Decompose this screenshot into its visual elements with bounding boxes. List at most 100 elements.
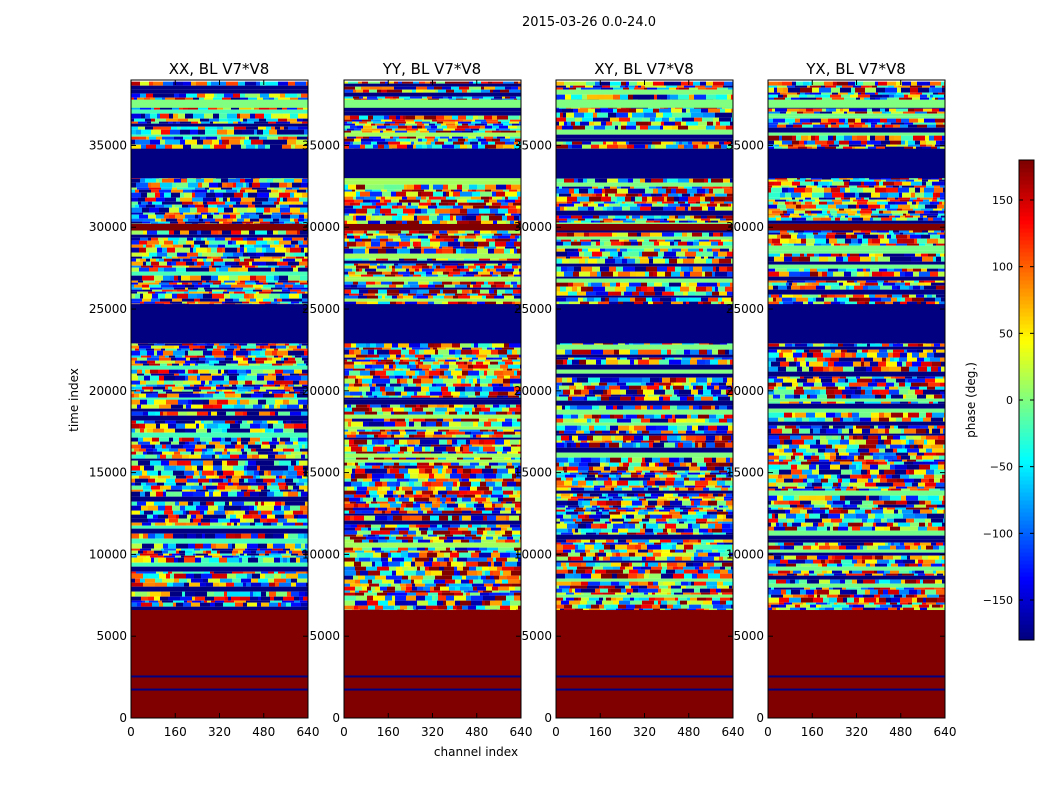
- heatmap-cell: [131, 240, 139, 245]
- heatmap-cell: [473, 86, 481, 90]
- heatmap-cell: [177, 218, 183, 222]
- heatmap-cell: [428, 404, 437, 408]
- heatmap-cell: [179, 265, 185, 268]
- heatmap-cell: [199, 470, 202, 476]
- heatmap-cell: [160, 596, 168, 601]
- heatmap-cell: [503, 378, 510, 384]
- heatmap-cell: [217, 470, 223, 476]
- heatmap-cell: [429, 386, 441, 392]
- heatmap-cell: [205, 129, 217, 135]
- heatmap-cell: [153, 514, 158, 519]
- heatmap-cell: [411, 141, 414, 145]
- heatmap-cell: [231, 144, 241, 150]
- heatmap-cell: [219, 118, 228, 122]
- heatmap-cell: [478, 144, 485, 149]
- heatmap-cell: [471, 196, 481, 200]
- heatmap-cell: [147, 514, 153, 519]
- heatmap-cell: [370, 404, 381, 408]
- heatmap-cell: [228, 240, 232, 245]
- heatmap-cell: [294, 389, 300, 392]
- heatmap-cell: [234, 582, 243, 587]
- heatmap-cell: [277, 350, 288, 356]
- heatmap-cell: [387, 89, 395, 93]
- heatmap-cell: [442, 125, 447, 129]
- heatmap-cell: [221, 282, 225, 285]
- heatmap-cell: [250, 491, 259, 497]
- heatmap-cell: [188, 118, 200, 122]
- heatmap-cell: [283, 491, 288, 497]
- heatmap-cell: [161, 218, 166, 222]
- heatmap-cell: [269, 293, 280, 299]
- heatmap-cell: [434, 230, 439, 234]
- heatmap-cell: [509, 189, 517, 192]
- heatmap-cell: [428, 342, 434, 348]
- heatmap-cell: [170, 301, 182, 304]
- heatmap-cell: [195, 192, 206, 198]
- heatmap-cell: [392, 205, 398, 209]
- heatmap-cell: [282, 144, 291, 150]
- heatmap-cell: [418, 191, 421, 197]
- heatmap-cell: [264, 485, 267, 490]
- heatmap-cell: [358, 81, 362, 84]
- heatmap-cell: [489, 196, 492, 200]
- heatmap-cell: [418, 281, 429, 285]
- heatmap-cell: [131, 252, 142, 257]
- heatmap-cell: [249, 261, 252, 266]
- heatmap-cell: [131, 454, 136, 459]
- heatmap-cell: [207, 391, 215, 394]
- heatmap-cell: [446, 89, 450, 93]
- heatmap-cell: [507, 349, 512, 355]
- heatmap-cell: [347, 233, 353, 236]
- heatmap-cell: [490, 268, 496, 272]
- heatmap-cell: [365, 123, 371, 126]
- heatmap-cell: [239, 428, 250, 433]
- heatmap-cell: [358, 378, 362, 384]
- heatmap-cell: [457, 378, 461, 384]
- heatmap-cell: [465, 386, 474, 392]
- heatmap-cell: [274, 240, 279, 245]
- heatmap-cell: [143, 485, 151, 490]
- heatmap-cell: [289, 345, 297, 349]
- heatmap-cell: [131, 139, 135, 145]
- y-tick-label: 30000: [89, 220, 127, 234]
- heatmap-cell: [229, 380, 234, 385]
- heatmap-cell: [293, 284, 304, 288]
- heatmap-cell: [258, 399, 266, 405]
- heatmap-cell: [517, 208, 521, 214]
- heatmap-cell: [180, 212, 183, 215]
- heatmap-row-flagged: [344, 287, 521, 290]
- heatmap-cell: [460, 271, 466, 275]
- heatmap-cell: [477, 199, 484, 203]
- heatmap-cell: [143, 437, 152, 442]
- heatmap-cell: [159, 573, 166, 579]
- heatmap-cell: [145, 113, 150, 119]
- suptitle: 2015-03-26 0.0-24.0: [522, 15, 656, 30]
- heatmap-cell: [184, 533, 187, 539]
- heatmap-cell: [386, 383, 390, 387]
- heatmap-cell: [211, 543, 216, 549]
- heatmap-cell: [293, 380, 299, 385]
- heatmap-cell: [193, 501, 200, 506]
- heatmap-cell: [163, 373, 174, 376]
- heatmap-cell: [179, 93, 186, 98]
- heatmap-cell: [160, 420, 165, 424]
- heatmap-cell: [235, 533, 241, 539]
- heatmap-cell: [495, 86, 505, 90]
- heatmap-cell: [214, 189, 226, 193]
- heatmap-cell: [163, 389, 172, 392]
- heatmap-cell: [372, 364, 384, 369]
- heatmap-cell: [243, 514, 252, 519]
- heatmap-cell: [143, 280, 155, 283]
- heatmap-cell: [372, 361, 376, 365]
- heatmap-cell: [440, 289, 443, 294]
- heatmap-cell: [467, 233, 472, 236]
- heatmap-cell: [230, 293, 237, 299]
- heatmap-cell: [262, 404, 265, 409]
- heatmap-cell: [406, 115, 415, 120]
- heatmap-cell: [355, 258, 362, 261]
- heatmap-cell: [427, 208, 435, 214]
- heatmap-cell: [436, 213, 439, 216]
- heatmap-cell: [502, 293, 512, 296]
- heatmap-cell: [436, 202, 439, 206]
- heatmap-cell: [385, 81, 388, 84]
